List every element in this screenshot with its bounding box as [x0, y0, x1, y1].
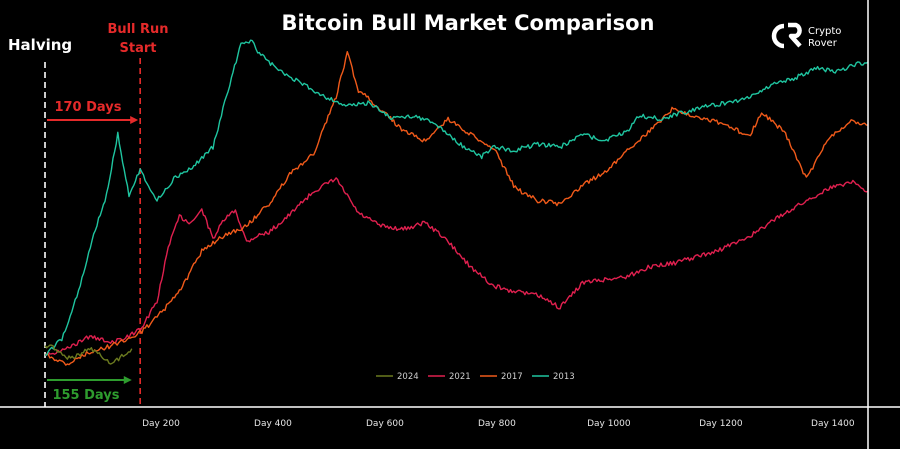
- x-tick-label: Day 400: [254, 419, 292, 429]
- chart-title: Bitcoin Bull Market Comparison: [281, 11, 654, 35]
- x-tick-label: Day 600: [366, 419, 404, 429]
- bull-run-label-line1: Bull Run: [107, 22, 168, 37]
- halving-label: Halving: [8, 36, 72, 54]
- logo-text-line2: Rover: [808, 38, 838, 49]
- x-tick-label: Day 1200: [699, 419, 743, 429]
- days-arrow-green: [47, 376, 132, 384]
- x-tick-label: Day 1400: [811, 419, 855, 429]
- legend-label-2013: 2013: [553, 372, 575, 382]
- legend-label-2024: 2024: [397, 372, 419, 382]
- series-2024-line: [44, 344, 133, 365]
- days-arrow-red: [47, 116, 139, 124]
- logo-text-line1: Crypto: [808, 26, 841, 37]
- crypto-rover-cr-icon: [771, 22, 802, 49]
- legend: 2024 2021 2017 2013: [376, 372, 575, 382]
- arrow-green-head: [123, 376, 132, 384]
- days-label-red: 170 Days: [54, 100, 121, 115]
- bull-run-label-line2: Start: [120, 41, 157, 56]
- legend-label-2017: 2017: [501, 372, 523, 382]
- series-2021-line: [44, 177, 869, 356]
- days-label-green: 155 Days: [52, 388, 119, 403]
- arrow-red-head: [130, 116, 139, 124]
- series-2017-line: [44, 51, 869, 366]
- series-2013-line: [44, 39, 869, 356]
- x-tick-label: Day 800: [478, 419, 516, 429]
- x-tick-label: Day 200: [142, 419, 180, 429]
- x-tick-label: Day 1000: [587, 419, 631, 429]
- legend-label-2021: 2021: [449, 372, 471, 382]
- x-tick-labels: Day 200 Day 400 Day 600 Day 800 Day 1000 Day …: [142, 419, 855, 429]
- crypto-rover-logo: Crypto Rover: [771, 22, 841, 49]
- series-layer: [44, 39, 869, 366]
